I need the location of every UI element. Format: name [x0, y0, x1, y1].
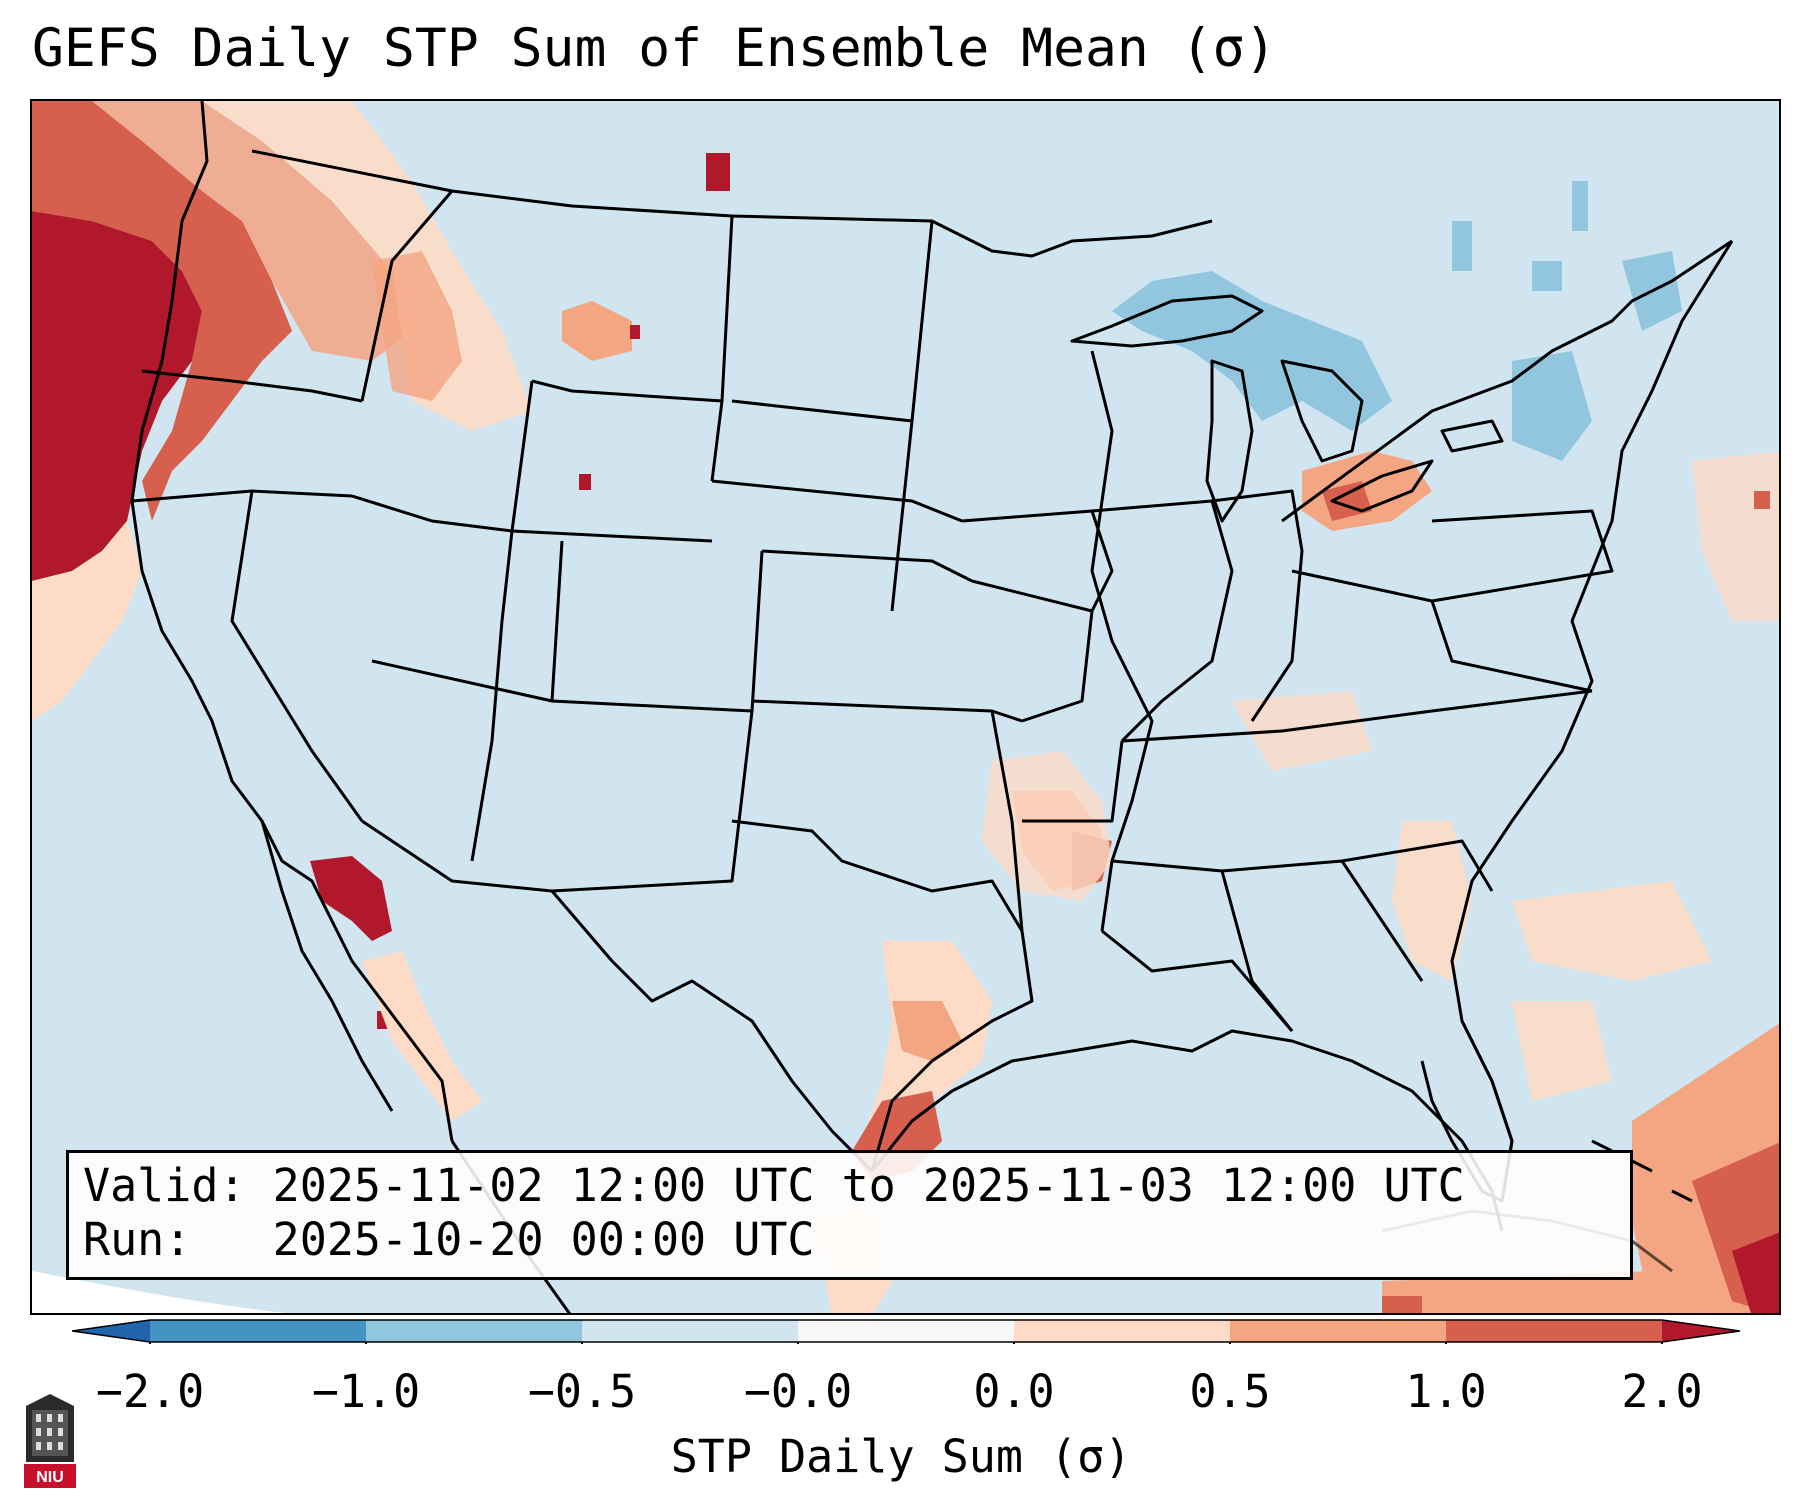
colorbar-tick-label: −2.0 [95, 1365, 205, 1418]
id-border [360, 190, 454, 402]
map-panel [30, 99, 1781, 1315]
or-ca-border [131, 489, 353, 503]
colorbar-tick-label: −1.0 [311, 1365, 421, 1418]
colorbar-extend-low [72, 1320, 150, 1342]
colorbar-tick-label: 0.5 [1189, 1365, 1271, 1418]
niu-logo: NIU [24, 1394, 76, 1488]
political-boundaries [130, 101, 1734, 1313]
colorbar-tick-label: −0.0 [743, 1365, 853, 1418]
logo-text: NIU [36, 1469, 64, 1486]
wa-or-border [141, 369, 363, 403]
colorbar-tick-label: 1.0 [1405, 1365, 1487, 1418]
gulf-coastline [870, 1029, 1504, 1232]
colorbar-segment-6 [1230, 1320, 1446, 1342]
nm-tx-border [551, 710, 754, 893]
colorbar-segment-7 [1446, 1320, 1662, 1342]
lake-superior [1070, 294, 1264, 348]
colorbar-segment-3 [582, 1320, 798, 1342]
colorbar-tick-label: 2.0 [1621, 1365, 1703, 1418]
lake-michigan [1205, 359, 1254, 523]
lake-erie [1330, 459, 1434, 513]
pacific-coastline [130, 101, 454, 1142]
pnw-mid-red [32, 101, 292, 521]
colorbar-tick-label: −0.5 [527, 1365, 637, 1418]
baja-coastline [260, 820, 394, 1112]
map-canvas [32, 101, 1779, 1313]
colorbar-label: STP Daily Sum (σ) [670, 1430, 1132, 1483]
colorbar-tick-label: 0.0 [973, 1365, 1055, 1418]
valid-run-info-box: Valid: 2025-11-02 12:00 UTC to 2025-11-0… [66, 1150, 1633, 1280]
colorbar-segment-5 [1014, 1320, 1230, 1342]
run-value: 2025-10-20 00:00 UTC [272, 1213, 815, 1266]
lake-ontario [1440, 419, 1504, 453]
run-label: Run: [83, 1213, 192, 1266]
colorbar-segment-1 [150, 1320, 366, 1342]
colorbar [72, 1319, 1741, 1344]
colorbar-segment-4 [798, 1320, 1014, 1342]
us-canada-border [251, 149, 1213, 258]
valid-label: Valid: [83, 1159, 246, 1212]
pnw-dark-red [32, 211, 202, 581]
lake-huron [1280, 359, 1364, 463]
negative-anomaly-areas [1112, 181, 1682, 461]
mississippi-river [1090, 350, 1154, 932]
colorbar-extend-high [1662, 1320, 1740, 1342]
figure-title: GEFS Daily STP Sum of Ensemble Mean (σ) [32, 18, 1277, 79]
co-border [550, 540, 764, 713]
gulf-california-dark [310, 856, 392, 941]
domain-edge-white [32, 1271, 286, 1313]
great-lakes-negative [1112, 271, 1392, 431]
pnw-light [92, 101, 412, 361]
wy-border [510, 380, 713, 543]
valid-value: 2025-11-02 12:00 UTC to 2025-11-03 12:00… [272, 1159, 1465, 1212]
colorbar-segment-2 [366, 1320, 582, 1342]
